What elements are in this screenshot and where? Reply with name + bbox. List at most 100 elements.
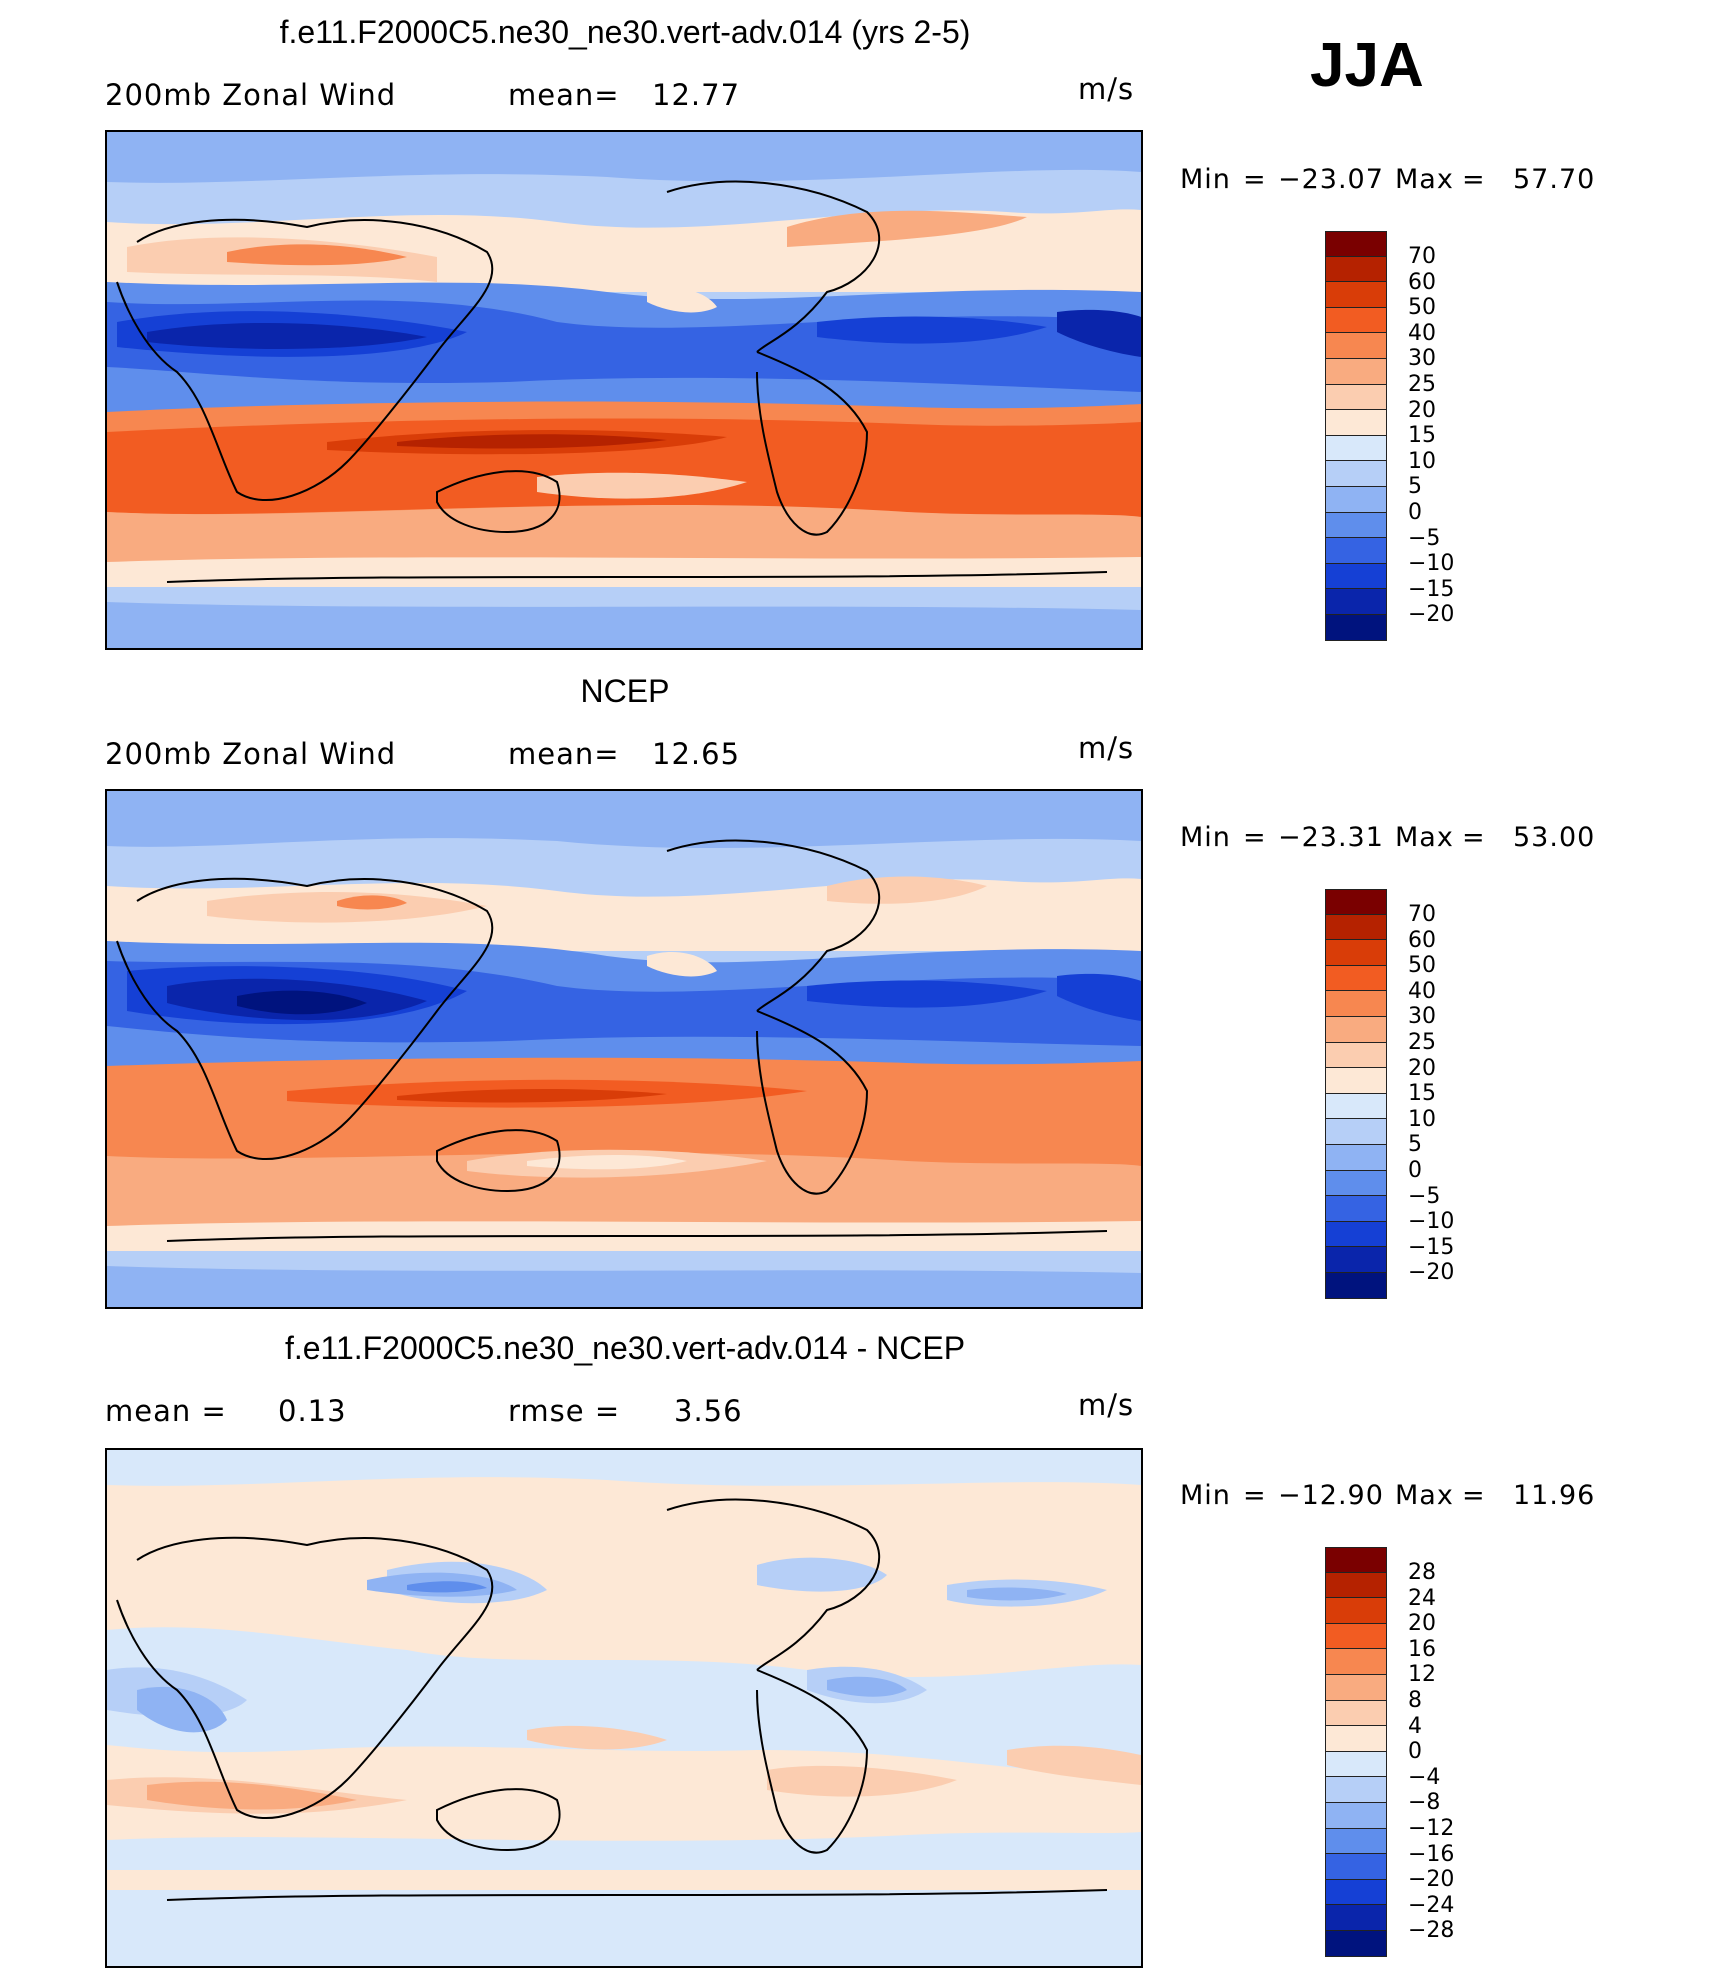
panel3-rmse-label: rmse = [508, 1394, 621, 1428]
panel2-min-value: −23.31 [1278, 822, 1384, 853]
panel1-colorbar [1325, 231, 1387, 641]
colorbar-swatch [1325, 589, 1387, 615]
colorbar-swatch [1325, 1879, 1387, 1906]
colorbar-tick-label: 28 [1408, 1560, 1436, 1585]
panel2-colorbar [1325, 889, 1387, 1299]
colorbar-swatch [1325, 256, 1387, 283]
colorbar-swatch [1325, 1042, 1387, 1069]
colorbar-tick-label: 0 [1408, 1158, 1422, 1183]
panel3-units: m/s [1078, 1388, 1135, 1422]
panel3-min-label: Min [1180, 1480, 1231, 1511]
colorbar-swatch [1325, 1144, 1387, 1171]
panel1-map [105, 130, 1143, 650]
colorbar-swatch [1325, 435, 1387, 462]
colorbar-tick-label: 0 [1408, 1739, 1422, 1765]
colorbar-tick-label: 10 [1408, 1106, 1436, 1132]
colorbar-tick-label: 40 [1408, 978, 1436, 1004]
colorbar-tick-label: 20 [1408, 397, 1436, 423]
panel2-title: NCEP [580, 673, 670, 709]
panel2-min-eq: = [1243, 822, 1267, 853]
colorbar-tick-label: 30 [1408, 1004, 1436, 1030]
colorbar-swatch [1325, 384, 1387, 411]
panel1-max-value: 57.70 [1513, 164, 1596, 195]
panel1-mean-label: mean= [508, 78, 620, 112]
colorbar-swatch [1325, 1674, 1387, 1701]
colorbar-swatch [1325, 1093, 1387, 1120]
panel1-max-eq: = [1462, 164, 1486, 195]
colorbar-swatch [1325, 1272, 1387, 1299]
panel3-min-value: −12.90 [1278, 1480, 1384, 1511]
colorbar-swatch [1325, 1930, 1387, 1957]
colorbar-swatch [1325, 1572, 1387, 1599]
colorbar-tick-label: 0 [1408, 500, 1422, 525]
panel1-units: m/s [1078, 72, 1135, 106]
colorbar-tick-label: 30 [1408, 346, 1436, 372]
panel1-min-value: −23.07 [1278, 164, 1384, 195]
panel3-mean-value: 0.13 [278, 1394, 347, 1428]
panel1-min-eq: = [1243, 164, 1267, 195]
colorbar-tick-label: 25 [1408, 1030, 1436, 1055]
colorbar-swatch [1325, 461, 1387, 487]
colorbar-swatch [1325, 965, 1387, 992]
panel1-min-label: Min [1180, 164, 1231, 195]
panel2-units: m/s [1078, 731, 1135, 765]
colorbar-tick-label: −15 [1408, 1234, 1455, 1260]
colorbar-swatch [1325, 1119, 1387, 1145]
colorbar-swatch [1325, 1726, 1387, 1752]
panel2-map [105, 789, 1143, 1309]
colorbar-tick-label: 60 [1408, 269, 1436, 295]
colorbar-tick-label: −16 [1408, 1841, 1455, 1867]
colorbar-tick-label: −24 [1408, 1892, 1455, 1918]
colorbar-swatch [1325, 358, 1387, 385]
colorbar-tick-label: −4 [1408, 1764, 1441, 1790]
colorbar-tick-label: 24 [1408, 1585, 1436, 1611]
colorbar-swatch [1325, 1170, 1387, 1197]
panel2-mean-label: mean= [508, 737, 620, 771]
colorbar-swatch [1325, 486, 1387, 513]
panel3-rmse-value: 3.56 [674, 1394, 743, 1428]
colorbar-swatch [1325, 1623, 1387, 1650]
colorbar-tick-label: 5 [1408, 1132, 1422, 1158]
colorbar-tick-label: −20 [1408, 1260, 1455, 1286]
colorbar-tick-label: −12 [1408, 1816, 1455, 1841]
colorbar-tick-label: −20 [1408, 602, 1455, 628]
colorbar-swatch [1325, 282, 1387, 308]
panel3-map [105, 1448, 1143, 1968]
colorbar-tick-label: −10 [1408, 1209, 1455, 1235]
panel3-max-label: Max [1395, 1480, 1454, 1511]
colorbar-tick-label: −8 [1408, 1790, 1441, 1816]
colorbar-tick-label: 70 [1408, 902, 1436, 927]
colorbar-tick-label: 60 [1408, 927, 1436, 953]
colorbar-tick-label: 15 [1408, 423, 1436, 449]
colorbar-swatch [1325, 1547, 1387, 1573]
colorbar-swatch [1325, 991, 1387, 1017]
colorbar-swatch [1325, 1196, 1387, 1222]
colorbar-tick-label: −5 [1408, 1183, 1441, 1209]
colorbar-swatch [1325, 1649, 1387, 1675]
colorbar-swatch [1325, 1828, 1387, 1855]
colorbar-swatch [1325, 1598, 1387, 1624]
colorbar-swatch [1325, 410, 1387, 436]
colorbar-tick-label: −28 [1408, 1918, 1455, 1944]
panel1-max-label: Max [1395, 164, 1454, 195]
colorbar-swatch [1325, 914, 1387, 941]
colorbar-swatch [1325, 940, 1387, 966]
colorbar-tick-label: 16 [1408, 1636, 1436, 1662]
colorbar-swatch [1325, 1854, 1387, 1880]
colorbar-tick-label: −10 [1408, 551, 1455, 577]
colorbar-tick-label: 50 [1408, 295, 1436, 321]
colorbar-swatch [1325, 563, 1387, 590]
season-label: JJA [1310, 31, 1424, 100]
colorbar-tick-label: 20 [1408, 1611, 1436, 1637]
colorbar-swatch [1325, 1068, 1387, 1094]
colorbar-swatch [1325, 538, 1387, 564]
colorbar-tick-label: 25 [1408, 372, 1436, 397]
colorbar-tick-label: 40 [1408, 320, 1436, 346]
colorbar-swatch [1325, 307, 1387, 334]
colorbar-tick-label: 15 [1408, 1081, 1436, 1107]
colorbar-tick-label: 5 [1408, 474, 1422, 500]
colorbar-tick-label: 10 [1408, 448, 1436, 474]
colorbar-tick-label: −20 [1408, 1867, 1455, 1893]
colorbar-swatch [1325, 1016, 1387, 1043]
colorbar-swatch [1325, 614, 1387, 641]
